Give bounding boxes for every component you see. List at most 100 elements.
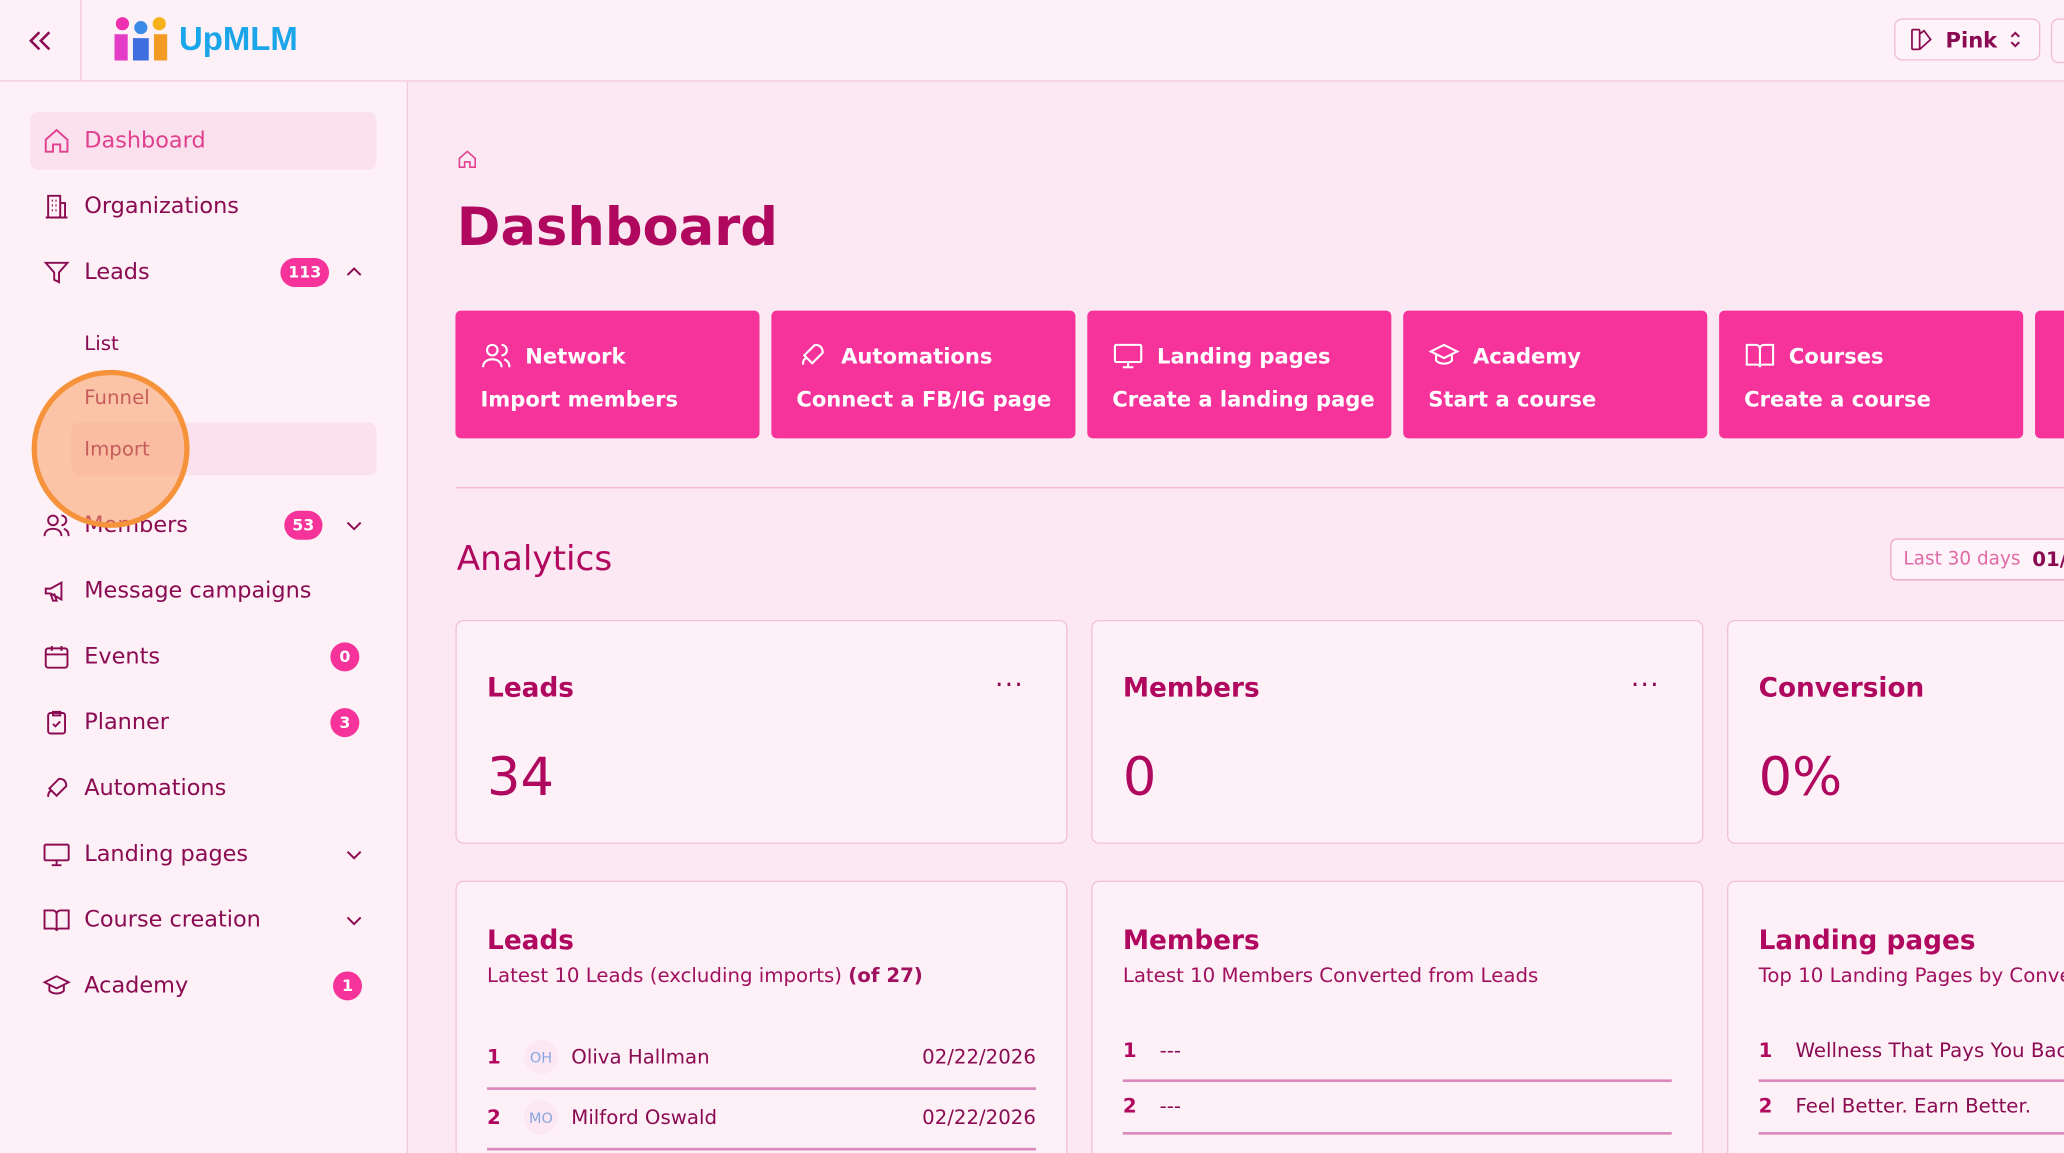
sidebar-item-events[interactable]: Events 0 — [30, 628, 376, 686]
quick-action-subtitle: Create a course — [1744, 387, 1931, 413]
graduation-cap-icon — [1428, 343, 1460, 365]
chevron-down-icon[interactable] — [345, 516, 363, 534]
section-divider — [455, 487, 2064, 489]
sidebar-item-leads[interactable]: Leads 113 — [30, 244, 376, 302]
quick-action-network[interactable]: Network Import members — [455, 310, 760, 439]
stat-card-members: Members ··· 0 — [1091, 619, 1704, 844]
top-header: UpMLM Pink — [0, 0, 2064, 82]
sidebar-item-label: Dashboard — [84, 127, 206, 155]
quick-action-subtitle: Start a course — [1428, 387, 1597, 413]
sidebar-item-course-creation[interactable]: Course creation — [30, 891, 376, 949]
quick-action-subtitle: Connect a FB/IG page — [796, 387, 1052, 413]
member-name: --- — [1159, 1038, 1182, 1063]
lead-date: 02/22/2026 — [922, 1105, 1036, 1130]
row-number: 2 — [1758, 1093, 1773, 1118]
sidebar-item-label: Events — [84, 643, 161, 671]
card-subtitle: Latest 10 Members Converted from Leads — [1122, 963, 1539, 988]
sidebar-item-label: Organizations — [84, 193, 239, 220]
stat-card-leads: Leads ··· 34 — [455, 619, 1068, 844]
sidebar-item-organizations[interactable]: Organizations — [30, 178, 376, 236]
chevron-up-icon[interactable] — [345, 263, 363, 281]
quick-action-courses[interactable]: Courses Create a course — [1719, 310, 2024, 439]
calendar-icon — [44, 645, 69, 669]
sidebar-item-automations[interactable]: Automations — [30, 760, 376, 818]
stat-value: 0 — [1122, 747, 1157, 809]
quick-action-automations[interactable]: Automations Connect a FB/IG page — [771, 310, 1076, 439]
chevron-up-down-icon — [2010, 31, 2021, 48]
sidebar-item-label: Planner — [84, 709, 170, 736]
landing-page-row[interactable]: 1 Wellness That Pays You Back — [1758, 1021, 2064, 1083]
quick-action-title: Landing pages — [1157, 342, 1331, 368]
lead-row[interactable]: 2 MO Milford Oswald 02/22/2026 — [487, 1087, 1036, 1151]
quick-action-title: Academy — [1472, 342, 1582, 368]
theme-label: Pink — [1945, 26, 1998, 52]
logo[interactable]: UpMLM — [111, 16, 298, 63]
sidebar-item-label: Landing pages — [84, 841, 249, 868]
row-number: 1 — [1758, 1038, 1773, 1063]
chevron-down-icon[interactable] — [345, 911, 363, 929]
theme-selector[interactable]: Pink — [1894, 18, 2041, 61]
click-indicator — [31, 369, 190, 528]
landing-page-name: Feel Better. Earn Better. — [1795, 1093, 2032, 1118]
quick-action-title: Network — [525, 342, 626, 368]
sidebar-subitem-list[interactable]: List — [84, 331, 119, 356]
users-icon — [482, 343, 511, 368]
home-icon — [44, 128, 69, 153]
quick-action-landing-pages[interactable]: Landing pages Create a landing page — [1087, 310, 1392, 439]
analytics-heading: Analytics — [456, 539, 613, 580]
header-button-partial[interactable] — [2050, 18, 2064, 64]
latest-leads-card: Leads Latest 10 Leads (excluding imports… — [455, 880, 1068, 1153]
header-divider — [80, 0, 82, 81]
lead-name: Milford Oswald — [571, 1105, 718, 1130]
sidebar-item-message-campaigns[interactable]: Message campaigns — [30, 562, 376, 620]
quick-action-subtitle: Import members — [480, 387, 679, 413]
building-icon — [45, 194, 68, 219]
more-options-icon[interactable]: ··· — [995, 668, 1025, 701]
quick-action-title: Automations — [841, 342, 993, 368]
member-row[interactable]: 2 --- — [1122, 1079, 1672, 1135]
card-subtitle: Top 10 Landing Pages by Conversion — [1758, 963, 2064, 988]
top-landing-pages-card: Landing pages Top 10 Landing Pages by Co… — [1727, 880, 2064, 1153]
sidebar-item-academy[interactable]: Academy 1 — [30, 957, 376, 1015]
brand-name: UpMLM — [179, 20, 298, 58]
collapse-sidebar-icon[interactable] — [24, 24, 58, 58]
sidebar-item-planner[interactable]: Planner 3 — [30, 694, 376, 752]
avatar: MO — [523, 1100, 559, 1135]
stat-value: 0% — [1758, 747, 1843, 809]
rocket-icon — [47, 777, 68, 798]
chevron-down-icon[interactable] — [345, 845, 363, 863]
date-range-picker[interactable]: Last 30 days 01/2 — [1890, 538, 2064, 581]
sidebar-item-label: Course creation — [84, 906, 261, 934]
date-range-value: 01/2 — [2032, 547, 2064, 572]
row-number: 2 — [1122, 1093, 1137, 1118]
sidebar-item-label: Automations — [84, 775, 227, 802]
leads-total-count: (of 27) — [848, 963, 923, 988]
sidebar-item-label: Academy — [84, 972, 189, 1000]
quick-action-partial[interactable] — [2035, 310, 2064, 439]
quick-action-academy[interactable]: Academy Start a course — [1403, 310, 1708, 439]
card-title: Members — [1122, 924, 1260, 956]
row-number: 2 — [487, 1105, 501, 1130]
stat-title: Conversion — [1758, 671, 1925, 703]
monitor-icon — [1113, 343, 1143, 369]
breadcrumb-home-icon[interactable] — [457, 149, 478, 170]
landing-page-row[interactable]: 2 Feel Better. Earn Better. — [1758, 1079, 2064, 1135]
landing-page-name: Wellness That Pays You Back — [1795, 1038, 2064, 1063]
page-title: Dashboard — [456, 197, 778, 259]
sidebar-item-label: Message campaigns — [84, 577, 312, 605]
sidebar-item-landing-pages[interactable]: Landing pages — [30, 825, 376, 883]
sidebar-item-label: Leads — [84, 259, 150, 286]
members-count-badge: 53 — [284, 510, 323, 540]
sidebar-item-dashboard[interactable]: Dashboard — [30, 111, 377, 170]
date-range-label: Last 30 days — [1903, 548, 2021, 570]
rocket-icon — [801, 343, 824, 365]
quick-action-subtitle: Create a landing page — [1112, 387, 1375, 413]
lead-date: 02/22/2026 — [922, 1045, 1036, 1069]
more-options-icon[interactable]: ··· — [1630, 668, 1660, 701]
member-row[interactable]: 1 --- — [1122, 1021, 1672, 1083]
monitor-icon — [43, 843, 70, 867]
leads-count-badge: 113 — [280, 258, 330, 287]
row-number: 1 — [487, 1045, 501, 1069]
lead-row[interactable]: 1 OH Oliva Hallman 02/22/2026 — [487, 1027, 1036, 1090]
avatar: OH — [523, 1039, 559, 1075]
